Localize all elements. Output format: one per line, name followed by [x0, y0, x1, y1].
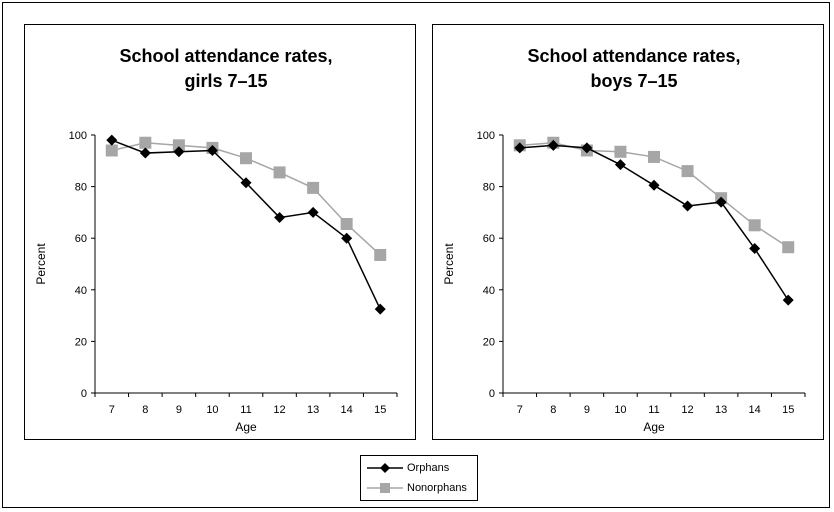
y-tick-label: 20	[483, 336, 495, 348]
x-tick-label: 14	[341, 404, 353, 416]
y-tick-label: 60	[75, 233, 87, 245]
x-tick-label: 11	[648, 404, 659, 416]
data-point-orphans	[307, 206, 319, 218]
data-point-orphans	[274, 212, 286, 224]
data-point-orphans	[139, 147, 151, 159]
data-point-nonorphans	[648, 150, 660, 163]
y-axis-label: Percent	[442, 243, 456, 285]
chart-panel-girls: School attendance rates, girls 7–15 0 20 40 6…	[24, 24, 416, 440]
y-tick-label: 100	[69, 130, 87, 142]
data-point-orphans	[682, 200, 694, 212]
chart-panel-boys: School attendance rates, boys 7–15 0 20 40 60…	[432, 24, 824, 440]
x-tick-label: 12	[681, 404, 693, 416]
x-tick-label: 14	[749, 404, 761, 416]
chart-title-line: girls 7–15	[184, 71, 267, 91]
diamond-marker-icon	[367, 463, 403, 473]
x-tick-label: 10	[614, 404, 626, 416]
x-tick-label: 13	[715, 404, 727, 416]
data-point-nonorphans	[614, 145, 627, 158]
x-tick-label: 10	[206, 404, 218, 416]
data-point-orphans	[106, 134, 118, 146]
data-point-orphans	[614, 159, 626, 171]
attendance-chart-boys: School attendance rates, boys 7–15 0 20 40 60…	[442, 46, 806, 434]
data-point-orphans	[547, 139, 559, 151]
data-point-orphans	[782, 294, 794, 306]
data-point-nonorphans	[240, 152, 252, 165]
x-tick-label: 12	[273, 404, 285, 416]
y-tick-label: 0	[489, 388, 495, 400]
y-tick-label: 0	[81, 388, 87, 400]
legend-label-orphans: Orphans	[407, 462, 450, 474]
attendance-chart-girls: School attendance rates, girls 7–15 0 20 40 6…	[34, 46, 398, 434]
data-point-nonorphans	[681, 165, 694, 178]
y-tick-label: 40	[75, 285, 87, 297]
data-point-nonorphans	[172, 139, 185, 152]
data-point-nonorphans	[105, 144, 118, 157]
x-tick-label: 9	[176, 404, 182, 416]
data-point-orphans	[173, 146, 185, 158]
chart-title-line: boys 7–15	[590, 71, 677, 91]
y-tick-label: 80	[483, 182, 495, 194]
x-tick-label: 9	[584, 404, 590, 416]
square-marker-icon	[367, 483, 403, 493]
y-tick-label: 100	[477, 130, 495, 142]
data-point-orphans	[374, 303, 386, 315]
chart-title-line: School attendance rates,	[119, 46, 332, 66]
chart-title-line: School attendance rates,	[527, 46, 740, 66]
x-tick-label: 15	[374, 404, 386, 416]
x-tick-label: 8	[550, 404, 556, 416]
series-line-orphans	[519, 144, 789, 301]
data-point-nonorphans	[273, 166, 286, 179]
data-point-orphans	[206, 144, 218, 156]
data-point-orphans	[581, 142, 593, 154]
data-point-nonorphans	[139, 136, 152, 149]
x-tick-label: 7	[109, 404, 115, 416]
y-tick-label: 40	[483, 285, 495, 297]
y-tick-label: 80	[75, 182, 87, 194]
chart-legend: Orphans Nonorphans	[360, 455, 478, 501]
legend-item-nonorphans: Nonorphans	[365, 479, 467, 497]
data-point-orphans	[341, 232, 353, 244]
data-point-orphans	[648, 179, 660, 191]
y-tick-label: 60	[483, 233, 495, 245]
legend-label-nonorphans: Nonorphans	[407, 482, 467, 494]
y-tick-label: 20	[75, 336, 87, 348]
x-axis-label: Age	[235, 420, 257, 434]
x-tick-label: 15	[782, 404, 794, 416]
data-point-orphans	[514, 142, 526, 154]
data-point-orphans	[715, 196, 727, 208]
data-point-orphans	[240, 177, 252, 189]
data-point-nonorphans	[307, 181, 320, 194]
x-tick-label: 11	[240, 404, 251, 416]
y-axis-label: Percent	[34, 243, 48, 285]
series-line-orphans	[111, 139, 381, 310]
data-point-nonorphans	[340, 218, 353, 231]
data-point-nonorphans	[374, 248, 387, 261]
data-point-orphans	[749, 243, 761, 255]
x-tick-label: 7	[517, 404, 523, 416]
data-point-nonorphans	[748, 219, 761, 232]
data-point-nonorphans	[782, 241, 795, 254]
x-tick-label: 8	[142, 404, 148, 416]
x-tick-label: 13	[307, 404, 319, 416]
legend-item-orphans: Orphans	[365, 459, 449, 477]
x-axis-label: Age	[643, 420, 665, 434]
